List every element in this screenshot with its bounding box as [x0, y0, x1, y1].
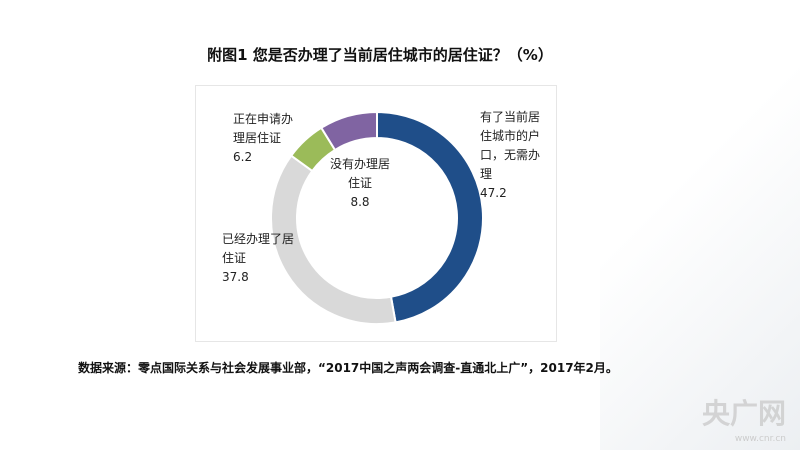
chart-title: 附图1 您是否办理了当前居住城市的居住证？（%）: [207, 46, 553, 64]
donut-slice-3: [319, 110, 378, 152]
label-slice-0: 有了当前居住城市的户口，无需办理 47.2: [480, 108, 550, 203]
label-value: 47.2: [480, 186, 507, 200]
label-value: 6.2: [233, 150, 253, 164]
label-slice-1: 已经办理了居住证 37.8: [222, 230, 294, 287]
label-value: 37.8: [222, 270, 249, 284]
label-text: 已经办理了居住证: [222, 232, 295, 265]
label-slice-3: 没有办理居住证 8.8: [328, 155, 392, 212]
label-slice-2: 正在申请办理居住证 6.2: [233, 110, 297, 167]
label-text: 没有办理居住证: [329, 157, 390, 190]
label-text: 有了当前居住城市的户口，无需办理: [480, 110, 541, 181]
background-decoration: [600, 0, 800, 450]
watermark-logo: 央广网: [701, 397, 786, 430]
data-source: 数据来源：零点国际关系与社会发展事业部，“2017中国之声两会调查-直通北上广”…: [78, 361, 618, 375]
label-value: 8.8: [350, 195, 370, 209]
donut-slice-0: [376, 110, 484, 324]
label-text: 正在申请办理居住证: [233, 112, 294, 145]
watermark-url: www.cnr.cn: [734, 434, 786, 444]
